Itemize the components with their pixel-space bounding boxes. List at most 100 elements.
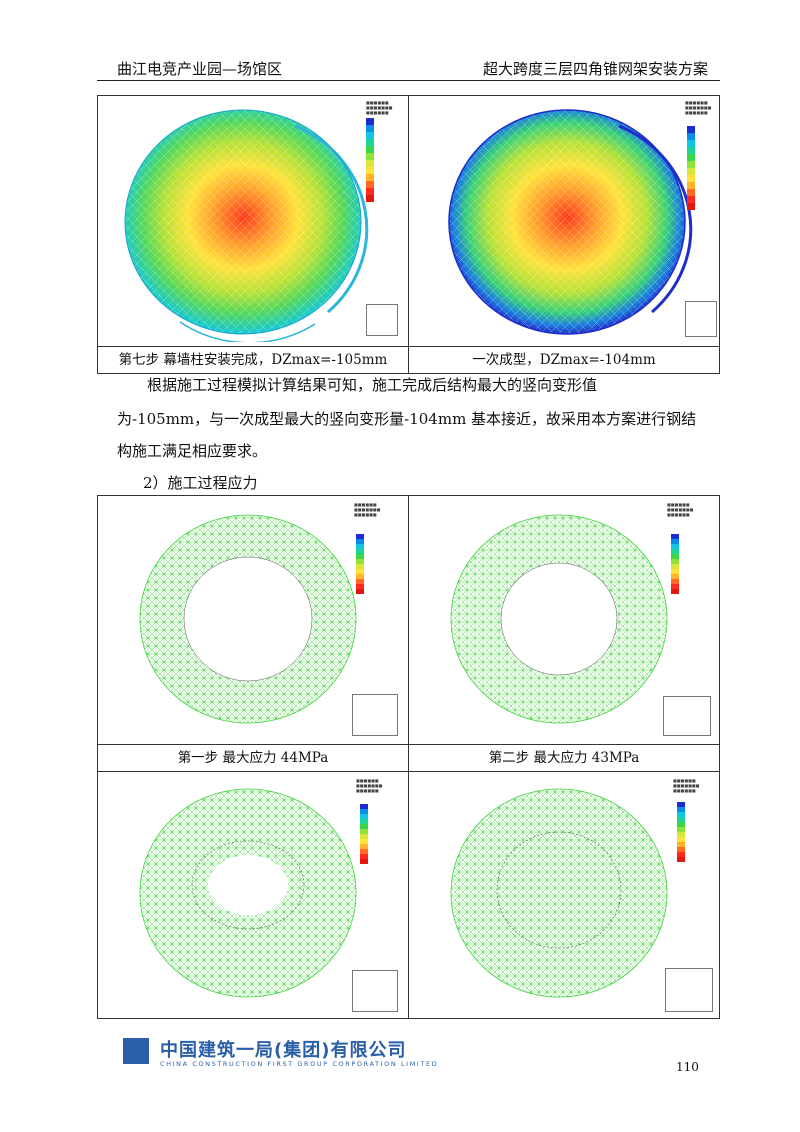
legend-swatch (687, 126, 695, 133)
caption-stress-step1: 第一步 最大应力 44MPa (97, 744, 409, 772)
legend-swatch (366, 181, 374, 188)
stress-image-step4: ■■■■■■ ■■■■■■■ ■■■■■■ (409, 772, 719, 1018)
legend-swatch (360, 809, 368, 814)
info-panel-single (685, 301, 717, 337)
displacement-legend-single (687, 126, 719, 210)
legend-swatch (360, 859, 368, 864)
legend-swatch (687, 175, 695, 182)
legend-swatch (360, 844, 368, 849)
legend-swatch (360, 804, 368, 809)
legend-swatch (687, 189, 695, 196)
legend-swatch (360, 849, 368, 854)
legend-swatch (671, 544, 679, 549)
legend-swatch (687, 196, 695, 203)
legend-swatch (687, 133, 695, 140)
legend-swatch (360, 829, 368, 834)
header-rule (97, 80, 720, 81)
legend-swatch (366, 188, 374, 195)
legend-swatch (360, 814, 368, 819)
displacement-figure-table: ■■■■■■ ■■■■■■■ ■■■■■■ (97, 95, 720, 374)
legend-swatch (360, 834, 368, 839)
displacement-image-step7: ■■■■■■ ■■■■■■■ ■■■■■■ (98, 96, 408, 346)
caption-single-stage: 一次成型，DZmax=-104mm (408, 346, 720, 374)
header-document-title: 超大跨度三层四角锥网架安装方案 (482, 60, 708, 78)
stress-image-step2: ■■■■■■ ■■■■■■■ ■■■■■■ (409, 496, 719, 744)
color-scale-bar (360, 804, 392, 864)
legend-swatch (677, 807, 685, 812)
legend-swatch (356, 554, 364, 559)
color-scale-bar (687, 126, 719, 210)
legend-swatch (356, 589, 364, 594)
stress-contour-step1 (128, 506, 368, 736)
legend-swatch (366, 174, 374, 181)
info-panel-step4 (665, 968, 713, 1012)
legend-swatch (677, 812, 685, 817)
stress-contour-step3 (128, 780, 368, 1010)
info-panel-step2 (663, 696, 711, 736)
caption-stress-step2: 第二步 最大应力 43MPa (408, 744, 720, 772)
legend-header-single: ■■■■■■ ■■■■■■■ ■■■■■■ (685, 100, 712, 115)
legend-swatch (366, 160, 374, 167)
legend-swatch (687, 161, 695, 168)
legend-swatch (677, 817, 685, 822)
legend-swatch (360, 854, 368, 859)
legend-swatch (671, 559, 679, 564)
legend-swatch (356, 534, 364, 539)
legend-swatch (366, 153, 374, 160)
section-heading-stress: 2）施工过程应力 (143, 474, 258, 492)
legend-swatch (671, 589, 679, 594)
paragraph-line-1: 根据施工过程模拟计算结果可知，施工完成后结构最大的竖向变形值 (147, 376, 598, 394)
legend-swatch (360, 819, 368, 824)
color-scale-bar (677, 802, 709, 862)
legend-swatch (366, 195, 374, 202)
legend-swatch (677, 802, 685, 807)
legend-swatch (356, 569, 364, 574)
legend-swatch (687, 154, 695, 161)
legend-swatch (366, 125, 374, 132)
stress-figure-table: ■■■■■■ ■■■■■■■ ■■■■■■ ■■■■■■ ■■■■■■■ ■ (97, 495, 720, 1019)
legend-swatch (360, 839, 368, 844)
legend-swatch (356, 544, 364, 549)
displacement-contour-step7 (124, 109, 369, 342)
legend-swatch (687, 168, 695, 175)
info-panel-step1 (352, 694, 398, 736)
info-panel-step7 (366, 304, 398, 336)
page-number: 110 (676, 1060, 699, 1074)
legend-swatch (356, 539, 364, 544)
legend-swatch (687, 140, 695, 147)
legend-swatch (677, 832, 685, 837)
legend-swatch (671, 579, 679, 584)
legend-swatch (677, 857, 685, 862)
legend-swatch (671, 539, 679, 544)
legend-swatch (356, 559, 364, 564)
legend-swatch (356, 549, 364, 554)
color-scale-bar (671, 534, 703, 594)
legend-swatch (671, 549, 679, 554)
stress-legend-step1 (356, 534, 388, 594)
legend-swatch (677, 842, 685, 847)
color-scale-bar (366, 118, 398, 202)
legend-header-step1: ■■■■■■ ■■■■■■■ ■■■■■■ (354, 502, 381, 517)
header-project-name: 曲江电竞产业园—场馆区 (117, 60, 283, 78)
legend-swatch (366, 167, 374, 174)
company-logo-icon (123, 1038, 149, 1064)
displacement-legend-step7 (366, 118, 398, 202)
color-scale-bar (356, 534, 388, 594)
legend-swatch (677, 852, 685, 857)
legend-swatch (677, 827, 685, 832)
info-panel-step3 (352, 970, 398, 1012)
legend-swatch (671, 574, 679, 579)
legend-swatch (671, 584, 679, 589)
legend-swatch (677, 837, 685, 842)
legend-swatch (366, 139, 374, 146)
displacement-contour-single (448, 109, 693, 335)
legend-swatch (356, 584, 364, 589)
legend-swatch (687, 182, 695, 189)
legend-swatch (366, 118, 374, 125)
stress-image-step3: ■■■■■■ ■■■■■■■ ■■■■■■ (98, 772, 408, 1018)
stress-contour-step2 (439, 506, 679, 736)
legend-swatch (356, 564, 364, 569)
caption-step7: 第七步 幕墙柱安装完成，DZmax=-105mm (97, 346, 409, 374)
stress-legend-step2 (671, 534, 703, 594)
legend-swatch (366, 146, 374, 153)
